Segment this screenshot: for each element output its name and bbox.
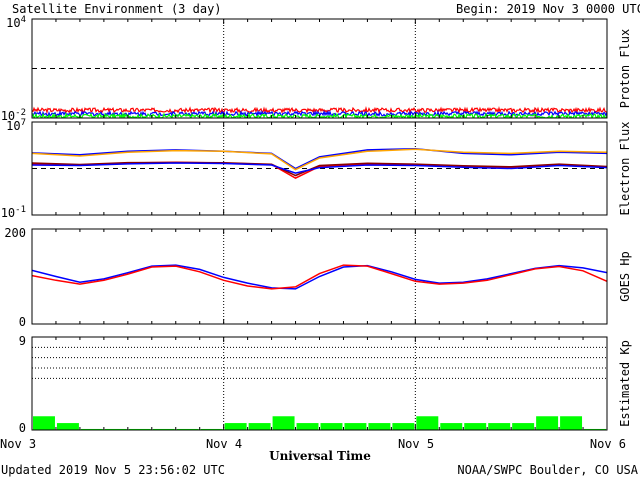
kp-bar xyxy=(224,423,247,430)
y-tick-label: 0 xyxy=(19,421,26,435)
begin-timestamp: Begin: 2019 Nov 3 0000 UTC xyxy=(456,2,640,16)
kp-bar xyxy=(416,416,439,430)
kp-bar xyxy=(104,428,127,430)
y-axis-title: Estimated Kp xyxy=(618,340,632,427)
kp-bar xyxy=(80,428,103,430)
y-tick-label: 0 xyxy=(19,315,26,329)
y-tick-label: 9 xyxy=(19,334,26,348)
panel-frame xyxy=(31,336,608,431)
y-tick-label: 10-2 xyxy=(1,108,26,123)
panels: 104 10-2 Proton Flux 107 10-1 Electron Flux 20… xyxy=(1,15,632,435)
kp-bar xyxy=(368,423,391,430)
kp-bar xyxy=(33,416,55,430)
hp-series-line xyxy=(32,264,607,290)
panel-kp xyxy=(31,336,608,431)
kp-bar xyxy=(152,428,175,430)
proton-series-line xyxy=(32,105,607,115)
kp-bar xyxy=(200,428,223,430)
chart-title: Satellite Environment (3 day) xyxy=(12,2,222,16)
updated-timestamp: Updated 2019 Nov 5 23:56:02 UTC xyxy=(1,463,225,477)
kp-bar xyxy=(464,423,487,430)
panel-goes_hp xyxy=(31,228,608,325)
kp-bar xyxy=(272,416,295,430)
kp-bar xyxy=(392,423,415,430)
electron-series-line xyxy=(32,162,607,174)
kp-bar xyxy=(584,428,606,430)
y-axis-title: GOES Hp xyxy=(618,251,632,302)
kp-bar xyxy=(176,428,199,430)
panel-electron xyxy=(31,121,608,216)
kp-bar xyxy=(248,423,271,430)
kp-bar xyxy=(512,423,535,430)
y-tick-label: 200 xyxy=(4,226,26,240)
y-axis-title: Electron Flux xyxy=(618,122,632,216)
y-axis-title: Proton Flux xyxy=(618,29,632,108)
y-tick-label: 107 xyxy=(6,118,26,133)
credit-text: NOAA/SWPC Boulder, CO USA xyxy=(457,463,638,477)
kp-bar xyxy=(320,423,343,430)
x-tick-label-nov6: Nov 6 xyxy=(590,437,626,451)
electron-series-line xyxy=(32,147,607,170)
kp-bar xyxy=(344,423,367,430)
kp-bar xyxy=(560,416,583,430)
x-tick-label-nov5: Nov 5 xyxy=(398,437,434,451)
kp-bar xyxy=(128,428,151,430)
x-axis-title: Universal Time xyxy=(269,449,371,463)
hp-series-line xyxy=(32,264,607,290)
kp-bar xyxy=(488,423,511,430)
y-tick-label: 104 xyxy=(6,15,26,30)
kp-bar xyxy=(296,423,319,430)
kp-bar xyxy=(536,416,559,430)
kp-bar xyxy=(56,423,79,430)
panel-proton xyxy=(31,18,608,119)
electron-series-line xyxy=(32,148,607,171)
y-tick-label: 10-1 xyxy=(1,205,26,220)
x-tick-label-nov4: Nov 4 xyxy=(206,437,242,451)
kp-bar xyxy=(440,423,463,430)
x-tick-label-nov3: Nov 3 xyxy=(0,437,36,451)
